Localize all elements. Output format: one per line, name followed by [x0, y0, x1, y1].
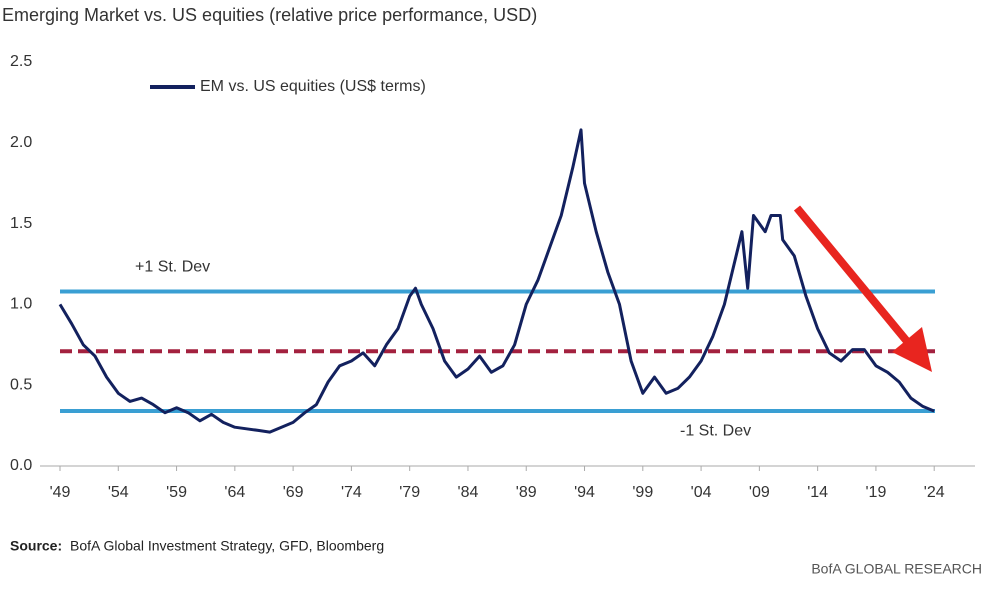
- x-tick-label: '09: [749, 484, 770, 501]
- x-tick-label: '89: [516, 484, 537, 501]
- x-tick-label: '04: [691, 484, 712, 501]
- x-tick-label: '69: [283, 484, 304, 501]
- x-tick-label: '19: [865, 484, 886, 501]
- y-tick-label: 0.5: [10, 376, 32, 393]
- footer: BofA GLOBAL RESEARCH: [811, 561, 982, 577]
- x-tick-label: '84: [458, 484, 479, 501]
- x-tick-label: '24: [924, 484, 945, 501]
- legend-label: EM vs. US equities (US$ terms): [200, 78, 426, 95]
- x-tick-label: '59: [166, 484, 187, 501]
- series-line: [58, 128, 935, 434]
- x-tick-label: '74: [341, 484, 362, 501]
- x-tick-label: '99: [632, 484, 653, 501]
- arrow: [793, 205, 932, 372]
- y-tick-label: 1.0: [10, 296, 32, 313]
- reference-label: -1 St. Dev: [680, 422, 751, 439]
- y-tick-label: 2.0: [10, 134, 32, 151]
- x-tick-label: '54: [108, 484, 129, 501]
- source: BofA Global Investment Strategy, GFD, Bl…: [70, 538, 384, 554]
- reference-label: +1 St. Dev: [135, 259, 210, 276]
- x-tick-label: '49: [50, 484, 71, 501]
- x-tick-label: '64: [224, 484, 245, 501]
- x-tick-label: '94: [574, 484, 595, 501]
- y-tick-label: 0.0: [10, 457, 32, 474]
- chart-title: Emerging Market vs. US equities (relativ…: [2, 5, 537, 25]
- x-tick-label: '79: [399, 484, 420, 501]
- y-tick-label: 1.5: [10, 215, 32, 232]
- y-tick-label: 2.5: [10, 53, 32, 70]
- x-tick-label: '14: [807, 484, 828, 501]
- source-label: Source:: [10, 538, 62, 554]
